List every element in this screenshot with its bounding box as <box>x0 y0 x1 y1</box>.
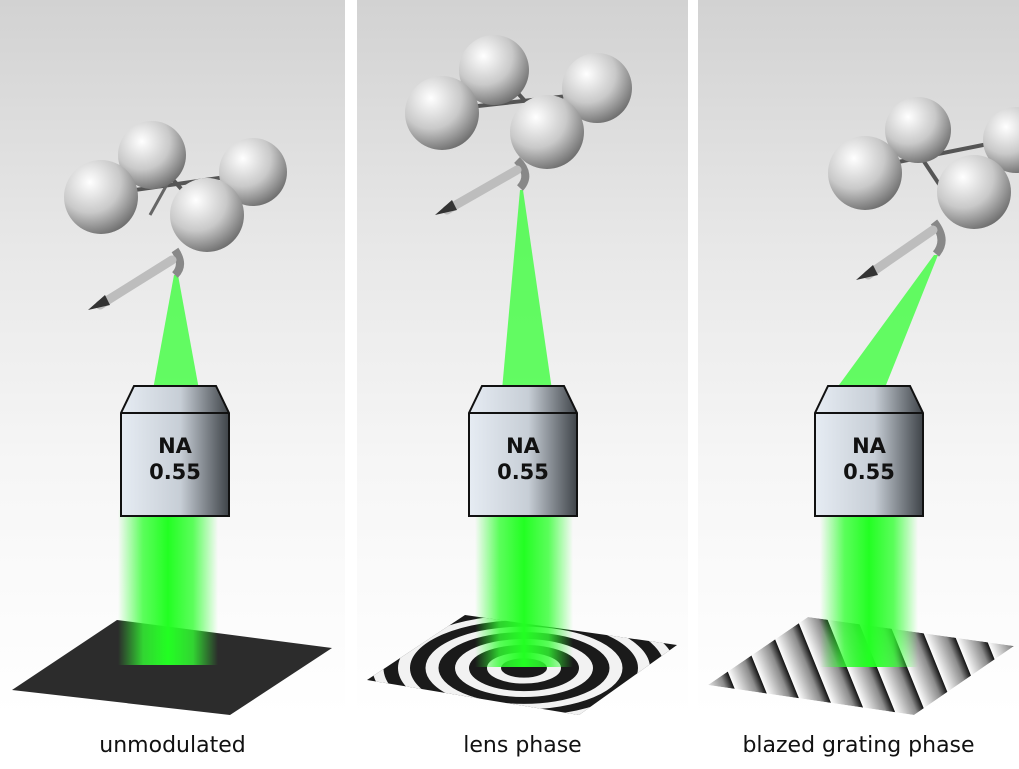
objective-na-value: 0.55 <box>843 460 895 484</box>
caption-blazed-grating-phase: blazed grating phase <box>742 733 975 758</box>
objective-lens: NA 0.55 <box>120 385 230 517</box>
objective-lens: NA 0.55 <box>814 385 924 517</box>
lower-beam <box>820 512 918 667</box>
panel-unmodulated-art <box>12 121 332 715</box>
objective-na-label: NA <box>852 434 886 458</box>
sphere-1 <box>118 121 186 189</box>
objective-na-label: NA <box>158 434 192 458</box>
upper-beam <box>152 275 200 395</box>
objective-shape <box>468 385 578 517</box>
objective-na-value: 0.55 <box>497 460 549 484</box>
sphere-3 <box>64 160 138 234</box>
sphere-2 <box>562 53 632 123</box>
sphere-1 <box>885 97 951 163</box>
caption-unmodulated: unmodulated <box>99 733 246 758</box>
upper-beam <box>502 190 552 390</box>
objective-shape <box>814 385 924 517</box>
objective-lens: NA 0.55 <box>468 385 578 517</box>
upper-beam <box>839 255 938 390</box>
objective-shape <box>120 385 230 517</box>
panel-blazed-grating-art <box>708 97 1019 715</box>
sphere-2 <box>983 107 1019 173</box>
sphere-4 <box>510 95 584 169</box>
sphere-1 <box>459 35 529 105</box>
slm-flat-slab <box>12 620 332 715</box>
sphere-2 <box>219 138 287 206</box>
objective-na-value: 0.55 <box>149 460 201 484</box>
microrobot <box>64 121 287 310</box>
sphere-4 <box>170 178 244 252</box>
panel-lens-phase-art <box>367 35 677 715</box>
panel-lens-phase: NA 0.55 <box>357 0 688 715</box>
panel-unmodulated: NA 0.55 <box>0 0 345 715</box>
sphere-3 <box>405 76 479 150</box>
panel-blazed-grating: NA 0.55 <box>698 0 1019 715</box>
sphere-4 <box>937 155 1011 229</box>
sphere-3 <box>828 136 902 210</box>
microrobot <box>828 97 1019 280</box>
objective-na-label: NA <box>506 434 540 458</box>
lower-beam <box>118 510 218 665</box>
microrobot <box>405 35 632 215</box>
lower-beam <box>475 512 573 667</box>
caption-lens-phase: lens phase <box>463 733 582 758</box>
